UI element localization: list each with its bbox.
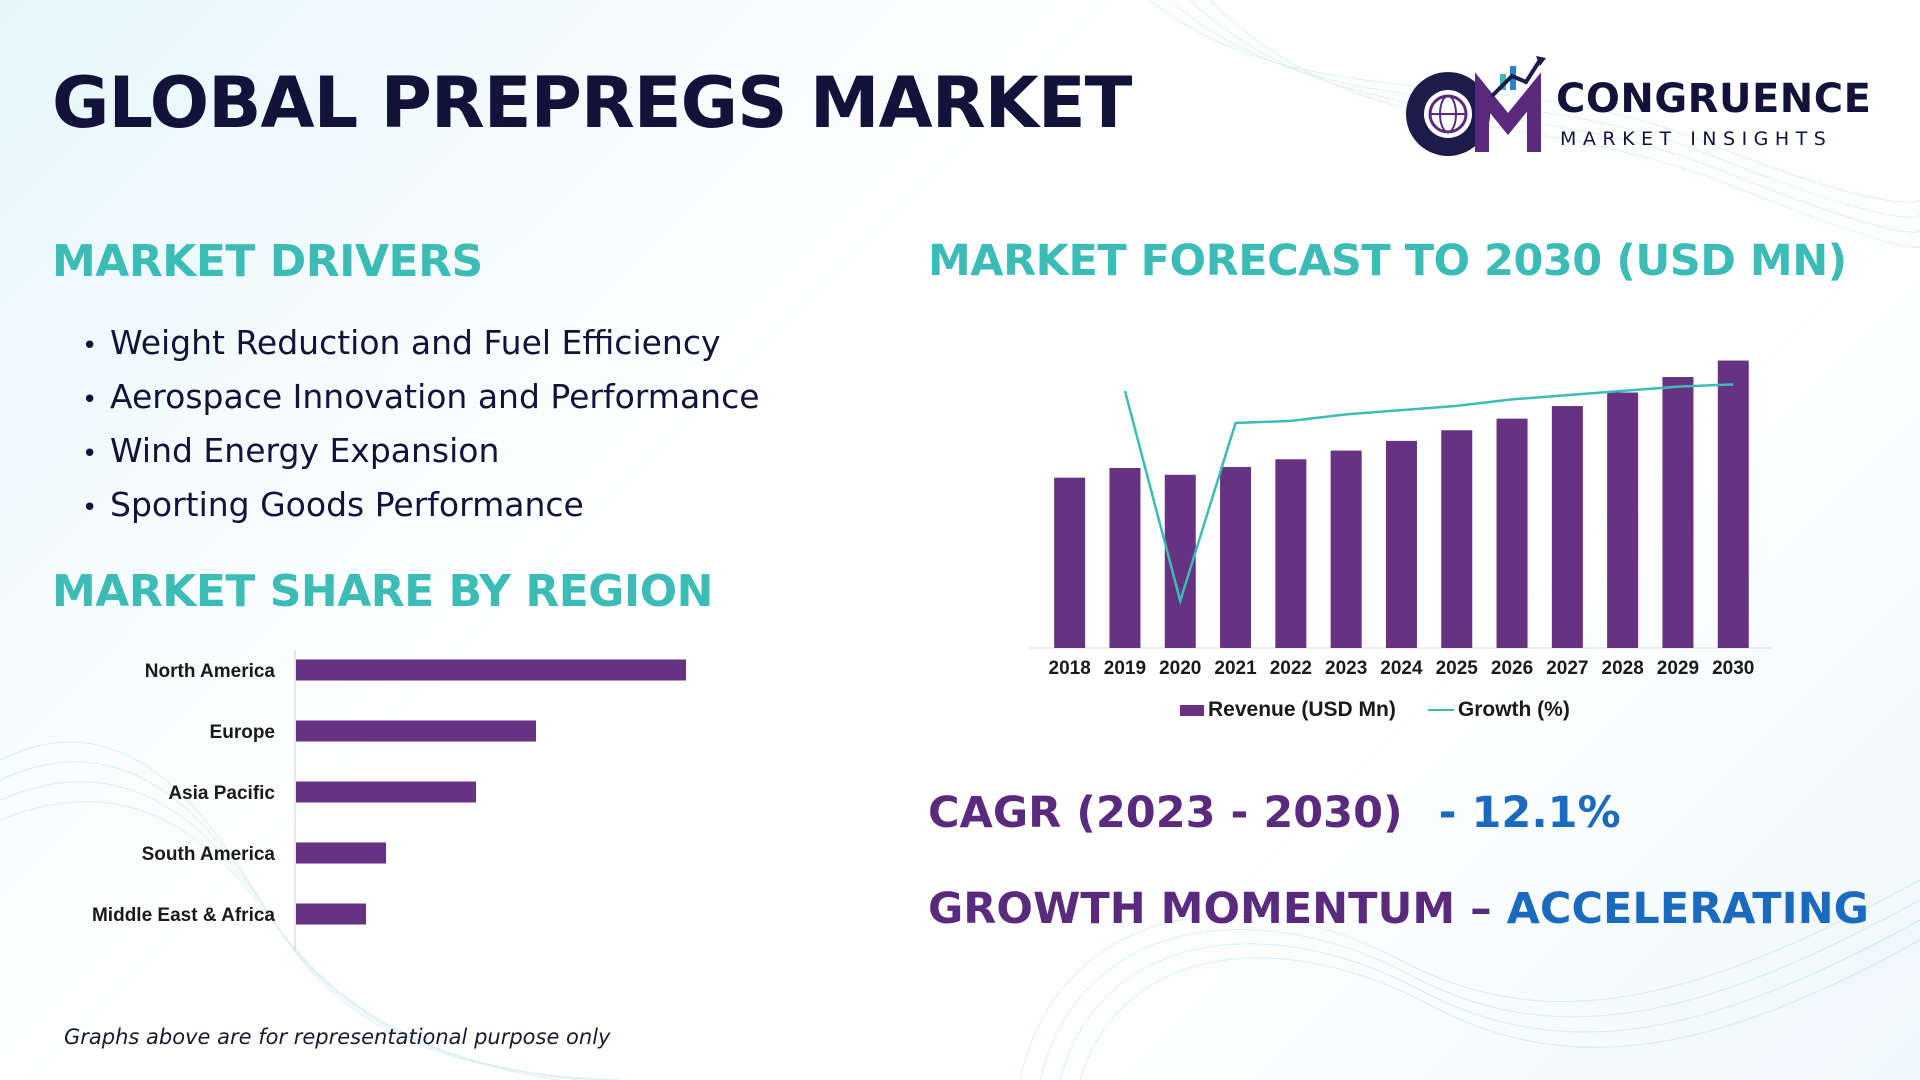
region-bar [296,659,686,681]
region-bar-chart: North America Europe Asia Pacific South Ame… [92,650,686,952]
momentum-label: GROWTH MOMENTUM – [928,884,1507,934]
revenue-bar [1275,459,1307,648]
driver-text: Weight Reduction and Fuel Efficiency [110,323,721,362]
cagr-label: CAGR (2023 - 2030) [928,788,1403,838]
logo-wordmark: CONGRUENCE [1556,76,1872,122]
region-bar [296,781,476,803]
driver-text: Wind Energy Expansion [110,431,500,470]
region-bar [296,720,536,742]
revenue-bar [1054,477,1086,648]
year-tick-label: 2029 [1657,658,1699,679]
year-tick-label: 2024 [1380,658,1423,679]
revenue-bar [1496,418,1528,648]
market-drivers-heading: MARKET DRIVERS [52,236,483,287]
revenue-bar [1330,450,1362,648]
bullet-icon: • [82,439,98,469]
revenue-bar [1662,377,1694,648]
region-label: South America [142,844,276,865]
driver-text: Aerospace Innovation and Performance [110,377,760,416]
forecast-combo-chart: 2018 2019 2020 2021 2022 2023 2024 2025 2026 2027… [1030,360,1771,679]
footnote: Graphs above are for representational pu… [64,1025,611,1049]
region-label: Asia Pacific [168,783,275,804]
market-share-heading: MARKET SHARE BY REGION [52,566,714,617]
logo-tagline: MARKET INSIGHTS [1560,128,1833,150]
year-tick-label: 2018 [1049,658,1091,679]
year-tick-label: 2025 [1436,658,1479,679]
year-tick-label: 2022 [1270,658,1312,679]
congruence-logo [1406,56,1546,156]
legend-growth-label: Growth (%) [1457,698,1570,721]
revenue-bar [1441,430,1473,648]
forecast-heading: MARKET FORECAST TO 2030 (USD MN) [928,236,1847,286]
list-item: • Sporting Goods Performance [82,478,760,532]
legend-revenue-label: Revenue (USD Mn) [1208,698,1396,721]
list-item: • Wind Energy Expansion [82,424,760,478]
region-bar [296,842,386,864]
driver-text: Sporting Goods Performance [110,485,584,524]
revenue-bar [1717,360,1749,648]
bullet-icon: • [82,493,98,523]
legend-line-swatch [1427,709,1454,711]
year-tick-label: 2030 [1712,658,1754,679]
legend-bar-swatch [1180,704,1204,716]
list-item: • Aerospace Innovation and Performance [82,370,760,424]
momentum-value: ACCELERATING [1506,884,1869,934]
revenue-bar [1551,406,1583,648]
year-tick-label: 2021 [1214,658,1257,679]
year-tick-label: 2019 [1104,658,1146,679]
revenue-bar [1385,440,1417,648]
growth-line [1123,383,1734,606]
bullet-icon: • [82,331,98,361]
list-item: • Weight Reduction and Fuel Efficiency [82,316,760,370]
drivers-list: • Weight Reduction and Fuel Efficiency • A… [82,316,760,532]
year-tick-label: 2020 [1159,658,1201,679]
revenue-bar [1220,467,1252,648]
bullet-icon: • [82,385,98,415]
region-label: North America [145,661,276,682]
region-bar [296,903,366,925]
year-tick-label: 2028 [1602,658,1644,679]
year-tick-label: 2027 [1546,658,1588,679]
year-tick-label: 2023 [1325,658,1367,679]
region-label: Europe [210,722,275,743]
region-label: Middle East & Africa [92,905,275,926]
revenue-bar [1607,392,1639,648]
year-tick-label: 2026 [1491,658,1533,679]
chart-legend: Revenue (USD Mn) Growth (%) [1180,698,1570,722]
page-title: GLOBAL PREPREGS MARKET [52,62,1132,144]
cagr-value: - 12.1% [1438,788,1621,838]
cagr-row: CAGR (2023 - 2030) - 12.1% [928,788,1621,838]
momentum-row: GROWTH MOMENTUM – ACCELERATING [928,884,1869,934]
revenue-bar [1109,468,1141,648]
